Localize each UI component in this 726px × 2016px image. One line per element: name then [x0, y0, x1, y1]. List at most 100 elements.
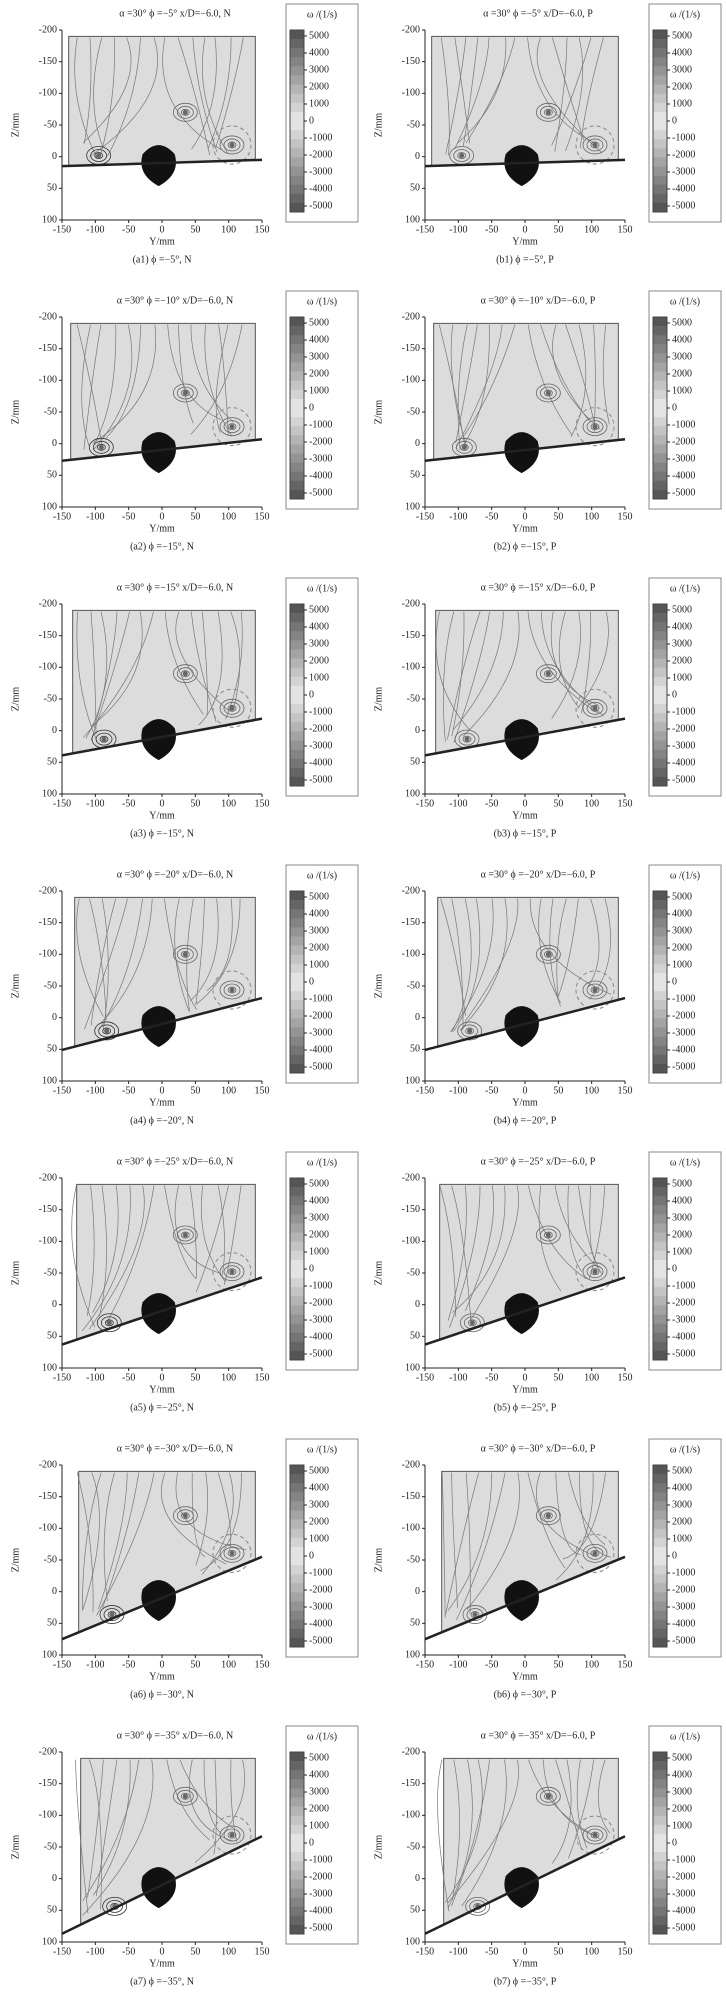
streamline — [440, 37, 450, 156]
colorbar-tick-label: -4000 — [309, 470, 332, 481]
colorbar-strip — [653, 1054, 667, 1065]
z-tick-label: 50 — [410, 1331, 420, 1342]
vortex — [219, 1262, 245, 1282]
colorbar-tick-label: 5000 — [672, 30, 692, 41]
colorbar-frame — [648, 864, 722, 1084]
vortex — [543, 1792, 553, 1800]
z-tick-label: -150 — [39, 1491, 57, 1502]
y-tick-label: 50 — [553, 224, 563, 235]
colorbar-label: ω /(1/s) — [307, 1444, 337, 1455]
colorbar-tick-label: 0 — [309, 1550, 314, 1561]
colorbar-strip — [653, 444, 667, 454]
panel: α =30° ϕ =−25° x/D=−6.0, N -200 -150 -100 -5… — [10, 1151, 359, 1413]
y-tick-label: 0 — [160, 1372, 165, 1383]
colorbar-tick-label: 3000 — [672, 638, 692, 649]
streamline — [92, 324, 133, 451]
vortex — [590, 141, 600, 149]
y-axis-label: Y/mm — [512, 810, 538, 821]
colorbar-strip — [653, 1870, 667, 1880]
y-tick-label: -100 — [86, 511, 104, 522]
vortex — [223, 138, 241, 152]
z-tick-label: -50 — [407, 980, 420, 991]
streamline — [447, 611, 481, 740]
streamline — [202, 611, 208, 716]
colorbar-tick-label: 2000 — [672, 1803, 692, 1814]
vortex-core — [229, 1550, 235, 1556]
z-tick-label: 100 — [405, 501, 420, 512]
streamline — [189, 1185, 198, 1279]
streamline — [82, 1759, 154, 1916]
colorbar-label: ω /(1/s) — [307, 1731, 337, 1742]
colorbar-strip — [653, 1537, 667, 1548]
colorbar-strip — [653, 1332, 667, 1343]
colorbar-tick-label: 4000 — [672, 1769, 692, 1780]
panel-title: α =30° ϕ =−10° x/D=−6.0, P — [481, 295, 596, 306]
streamline — [453, 611, 490, 743]
streamline — [567, 1185, 583, 1272]
y-axis-label: Y/mm — [149, 523, 175, 534]
colorbar-strip — [290, 909, 304, 919]
y-tick-label: -50 — [122, 1946, 135, 1957]
panel-title: α =30° ϕ =−30° x/D=−6.0, N — [117, 1443, 233, 1454]
colorbar-tick-label: 3000 — [309, 64, 329, 75]
colorbar-strip — [290, 1852, 304, 1862]
panel-title: α =30° ϕ =−20° x/D=−6.0, N — [117, 869, 233, 880]
colorbar-tick-label: 4000 — [309, 621, 329, 632]
colorbar-strip — [290, 471, 304, 482]
vortex-core — [592, 1832, 598, 1838]
vortex — [94, 152, 104, 159]
colorbar-tick-label: -2000 — [309, 1297, 332, 1308]
colorbar-strip — [653, 622, 667, 632]
vortex-core — [182, 951, 188, 957]
body — [141, 1006, 176, 1048]
y-tick-label: -150 — [53, 1085, 71, 1096]
colorbar-tick-label: -3000 — [672, 1601, 695, 1612]
streamline — [82, 1472, 100, 1610]
z-tick-label: -100 — [39, 1810, 57, 1821]
streamline — [597, 1759, 611, 1834]
y-tick-label: -100 — [86, 798, 104, 809]
colorbar-strip — [653, 408, 667, 418]
vortex — [586, 138, 604, 152]
colorbar-strip — [290, 1906, 304, 1917]
streamline — [580, 37, 604, 149]
y-tick-label: -150 — [53, 511, 71, 522]
y-axis-label: Y/mm — [149, 1384, 175, 1395]
z-tick-label: 0 — [52, 1012, 57, 1023]
vortex — [457, 152, 467, 159]
colorbar-strip — [290, 731, 304, 741]
body — [504, 1006, 539, 1048]
panel: α =30° ϕ =−35° x/D=−6.0, N -200 -150 -100 -5… — [10, 1725, 359, 1987]
vortex — [172, 1786, 198, 1806]
colorbar-strip — [653, 713, 667, 723]
colorbar-strip — [290, 1610, 304, 1620]
streamline — [558, 611, 580, 708]
streamline — [93, 37, 104, 148]
z-tick-label: -50 — [407, 1554, 420, 1565]
ground-line — [424, 996, 626, 1052]
colorbar-tick-label: -2000 — [672, 1871, 695, 1882]
colorbar-strip — [653, 93, 667, 104]
z-tick-label: 0 — [415, 438, 420, 449]
vortex-core — [96, 153, 102, 159]
streamline — [195, 1472, 209, 1566]
y-tick-label: -50 — [485, 1085, 498, 1096]
vortex-core — [182, 109, 188, 115]
colorbar-strip — [290, 704, 304, 714]
colorbar-tick-label: -2000 — [309, 436, 332, 447]
colorbar-strip — [290, 604, 304, 614]
colorbar-strip — [290, 48, 304, 58]
colorbar-tick-label: -1000 — [672, 1854, 695, 1865]
colorbar-strip — [653, 317, 667, 327]
vortex — [98, 1024, 116, 1038]
vortex — [176, 947, 194, 961]
streamline — [457, 324, 468, 451]
colorbar-tick-label: -3000 — [309, 1027, 332, 1038]
vortex — [94, 1021, 120, 1041]
y-tick-label: 50 — [190, 511, 200, 522]
vortex — [227, 141, 237, 149]
highlight-circle — [575, 1533, 615, 1573]
y-tick-label: 150 — [618, 1659, 633, 1670]
colorbar-strip — [653, 1610, 667, 1620]
